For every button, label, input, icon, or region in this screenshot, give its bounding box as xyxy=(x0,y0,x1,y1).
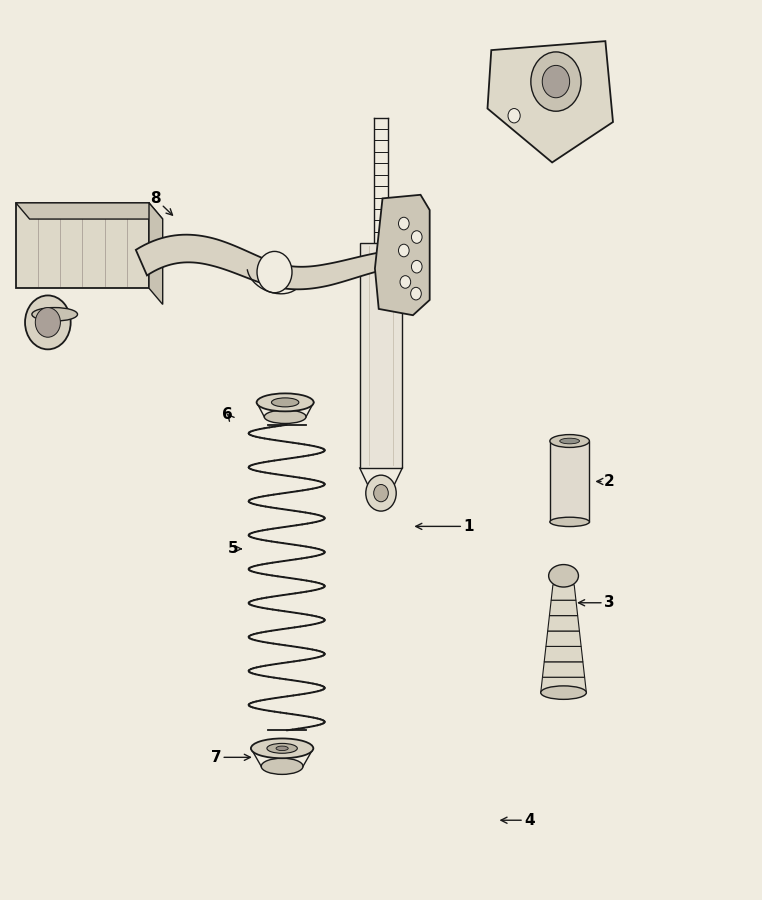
Ellipse shape xyxy=(261,758,303,774)
Circle shape xyxy=(35,308,60,338)
Text: 8: 8 xyxy=(150,191,172,215)
Ellipse shape xyxy=(251,739,313,758)
Text: 1: 1 xyxy=(416,519,474,534)
Circle shape xyxy=(399,217,409,230)
Text: 3: 3 xyxy=(578,595,614,610)
Polygon shape xyxy=(541,677,587,693)
Circle shape xyxy=(543,66,570,98)
Ellipse shape xyxy=(560,438,580,444)
Polygon shape xyxy=(488,41,613,162)
Circle shape xyxy=(400,275,411,288)
Polygon shape xyxy=(543,662,584,677)
Circle shape xyxy=(366,475,396,511)
Polygon shape xyxy=(149,202,163,304)
Ellipse shape xyxy=(550,518,590,526)
Ellipse shape xyxy=(276,746,288,751)
Polygon shape xyxy=(375,194,430,315)
Ellipse shape xyxy=(267,743,297,753)
Text: 7: 7 xyxy=(210,750,251,765)
Circle shape xyxy=(257,251,292,292)
Polygon shape xyxy=(136,235,383,289)
Circle shape xyxy=(25,295,71,349)
Polygon shape xyxy=(549,600,578,616)
Ellipse shape xyxy=(541,686,587,699)
Ellipse shape xyxy=(264,410,306,424)
Text: 5: 5 xyxy=(227,541,242,556)
Polygon shape xyxy=(551,585,576,600)
Circle shape xyxy=(411,230,422,243)
Text: 2: 2 xyxy=(597,474,615,489)
Circle shape xyxy=(531,52,581,112)
Polygon shape xyxy=(16,202,163,219)
Ellipse shape xyxy=(257,393,314,411)
Ellipse shape xyxy=(549,564,578,587)
Ellipse shape xyxy=(32,308,78,321)
Ellipse shape xyxy=(271,398,299,407)
Polygon shape xyxy=(548,616,579,631)
Text: 4: 4 xyxy=(501,813,535,828)
Bar xyxy=(360,243,402,468)
Circle shape xyxy=(508,109,520,123)
Text: 6: 6 xyxy=(222,407,234,421)
Ellipse shape xyxy=(550,435,590,447)
Polygon shape xyxy=(16,202,149,288)
Polygon shape xyxy=(544,646,583,662)
Polygon shape xyxy=(546,631,581,646)
Circle shape xyxy=(399,244,409,256)
Circle shape xyxy=(373,484,389,502)
Circle shape xyxy=(411,287,421,300)
Circle shape xyxy=(411,260,422,273)
Bar xyxy=(550,441,590,522)
